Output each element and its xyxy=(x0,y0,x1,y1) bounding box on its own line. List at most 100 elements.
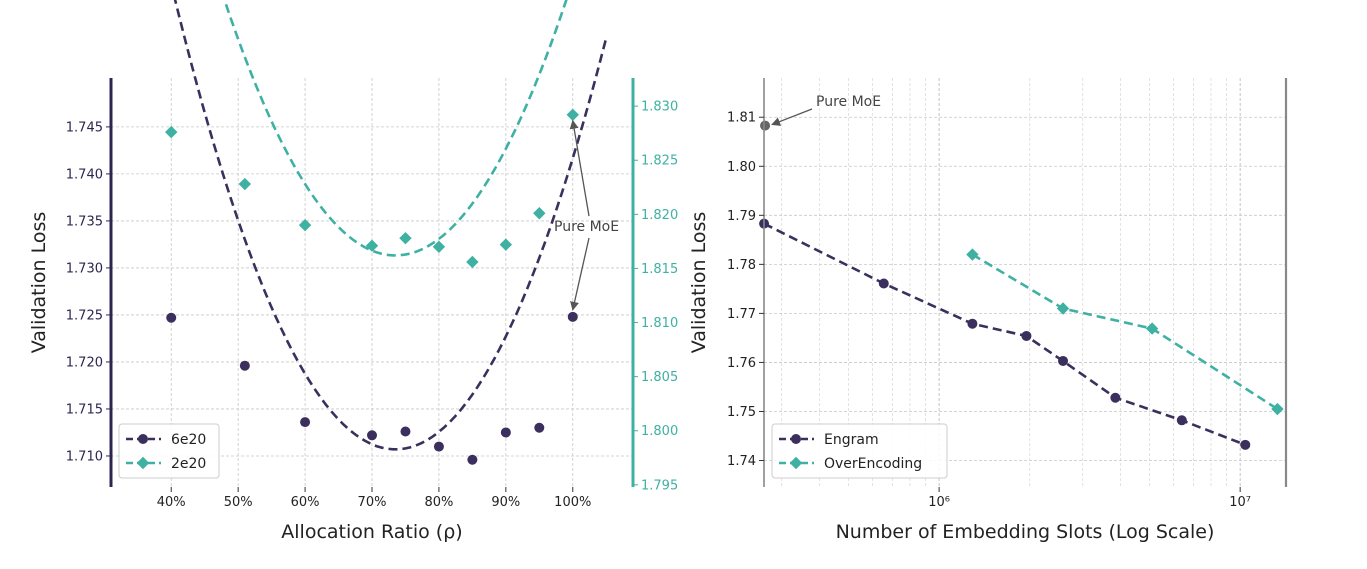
y2-tick-label: 1.815 xyxy=(641,262,678,277)
series-line-overencoding xyxy=(971,253,1279,411)
data-point-2e20 xyxy=(238,177,252,191)
left-annotation: Pure MoE xyxy=(554,119,619,311)
y2-tick-label: 1.810 xyxy=(641,316,678,331)
annotation-arrow xyxy=(569,119,590,217)
y-tick-label: 1.725 xyxy=(66,308,103,323)
y-tick-label: 1.735 xyxy=(66,214,103,229)
left-y-axis-label: Validation Loss xyxy=(28,212,50,354)
data-point-2e20 xyxy=(298,218,312,232)
y-tick-label: 1.77 xyxy=(727,307,756,322)
annotation-arrow xyxy=(771,108,813,126)
data-point-engram xyxy=(1110,392,1121,403)
y2-tick-label: 1.820 xyxy=(641,208,678,223)
right-chart-panel: 1.74 1.75 1.76 1.77 1.78 1.79 1.80 1.81 10⁶ 10⁷ P… xyxy=(688,78,1288,543)
right-pure-moe-label: Pure MoE xyxy=(816,94,881,110)
y-tick-label: 1.740 xyxy=(66,167,103,182)
legend-marker-engram xyxy=(791,434,801,444)
y-tick-label: 1.720 xyxy=(66,355,103,370)
legend-marker-2e20 xyxy=(136,456,150,470)
data-point-2e20 xyxy=(499,238,513,251)
data-point-overencoding xyxy=(1056,302,1070,315)
data-point-2e20 xyxy=(365,239,379,252)
left-chart-panel: 1.710 1.715 1.720 1.725 1.730 1.735 1.740 1.745… xyxy=(28,0,678,543)
data-point-2e20 xyxy=(165,125,178,139)
y-tick-label: 1.79 xyxy=(727,209,756,224)
right-x-axis-label: Number of Embedding Slots (Log Scale) xyxy=(836,521,1215,543)
x-tick-label: 50% xyxy=(224,495,253,510)
data-point-overencoding xyxy=(1145,322,1159,335)
x-tick-label: 10⁶ xyxy=(928,495,950,510)
data-point-2e20 xyxy=(533,207,546,220)
right-annotation: Pure MoE xyxy=(771,94,881,126)
y2-tick-label: 1.830 xyxy=(641,100,678,115)
data-point-6e20 xyxy=(400,426,411,437)
legend-marker-6e20 xyxy=(138,434,148,444)
x-tick-label: 70% xyxy=(358,495,387,510)
x-tick-label: 40% xyxy=(157,495,186,510)
y2-tick-label: 1.800 xyxy=(641,424,678,439)
y-tick-label: 1.715 xyxy=(66,402,103,417)
x-tick-label: 10⁷ xyxy=(1229,495,1251,510)
data-point-engram xyxy=(1021,330,1032,341)
data-point-2e20 xyxy=(566,108,579,121)
data-point-engram xyxy=(1240,439,1251,450)
data-point-6e20 xyxy=(534,422,545,433)
data-point-6e20 xyxy=(367,430,377,441)
y2-tick-label: 1.795 xyxy=(641,478,678,493)
series-line-engram xyxy=(763,222,1246,447)
right-legend-box xyxy=(771,423,948,479)
y2-tick-label: 1.805 xyxy=(641,370,678,385)
data-point-6e20 xyxy=(433,441,444,452)
right-ticks: 1.74 1.75 1.76 1.77 1.78 1.79 1.80 1.81 10⁶ 10⁷ xyxy=(727,111,1251,510)
x-tick-label: 90% xyxy=(491,495,520,510)
data-point-overencoding xyxy=(1271,402,1284,416)
x-tick-label: 100% xyxy=(554,495,591,510)
data-point-pure-moe xyxy=(760,120,771,131)
left-axes xyxy=(109,78,635,487)
y-tick-label: 1.76 xyxy=(727,356,756,371)
left-legend: 6e20 2e20 xyxy=(118,423,220,479)
fit-curve-2e20-fit xyxy=(223,0,568,257)
y-tick-label: 1.78 xyxy=(727,258,756,273)
y-tick-label: 1.75 xyxy=(727,405,756,420)
data-point-2e20 xyxy=(432,240,446,253)
data-point-overencoding xyxy=(966,248,979,261)
data-point-6e20 xyxy=(500,427,511,438)
data-point-engram xyxy=(878,278,889,289)
data-point-engram xyxy=(1176,415,1187,426)
left-ticks: 1.710 1.715 1.720 1.725 1.730 1.735 1.740 1.745… xyxy=(66,100,678,510)
legend-label-6e20: 6e20 xyxy=(171,432,206,448)
right-axes xyxy=(763,78,1288,487)
y-tick-label: 1.745 xyxy=(66,120,103,135)
data-point-6e20 xyxy=(300,417,311,428)
data-point-2e20 xyxy=(466,255,479,269)
left-fit-curves xyxy=(173,0,608,451)
data-point-2e20 xyxy=(399,231,412,245)
left-x-axis-label: Allocation Ratio (ρ) xyxy=(281,521,462,543)
legend-label-overencoding: OverEncoding xyxy=(824,456,922,472)
legend-label-engram: Engram xyxy=(824,432,879,448)
data-point-6e20 xyxy=(467,454,478,465)
right-series-lines xyxy=(763,222,1279,447)
y2-tick-label: 1.825 xyxy=(641,154,678,169)
left-data-points xyxy=(165,108,579,465)
legend-label-2e20: 2e20 xyxy=(171,456,206,472)
y-tick-label: 1.730 xyxy=(66,261,103,276)
x-tick-label: 80% xyxy=(424,495,453,510)
right-legend: Engram OverEncoding xyxy=(771,423,948,479)
right-y-axis-label: Validation Loss xyxy=(688,212,710,354)
right-data-points xyxy=(759,120,1284,450)
y-tick-label: 1.81 xyxy=(727,111,756,126)
data-point-6e20 xyxy=(239,360,250,371)
data-point-6e20 xyxy=(567,311,578,322)
legend-marker-overencoding xyxy=(789,456,803,470)
data-point-engram xyxy=(967,318,978,329)
x-tick-label: 60% xyxy=(291,495,320,510)
data-point-6e20 xyxy=(166,312,177,323)
fit-curve-6e20-fit xyxy=(173,0,608,451)
data-point-engram xyxy=(1058,355,1069,366)
left-pure-moe-label: Pure MoE xyxy=(554,219,619,235)
y-tick-label: 1.710 xyxy=(66,449,103,464)
annotation-arrow xyxy=(570,237,590,311)
